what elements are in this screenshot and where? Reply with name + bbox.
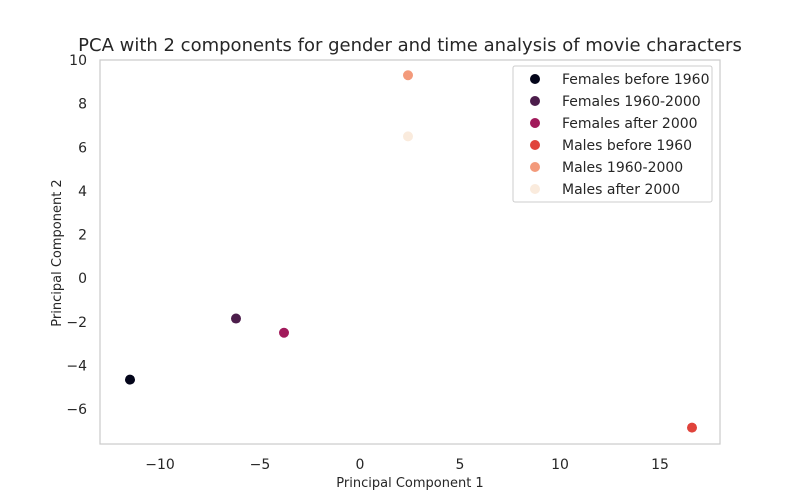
x-tick-label: 0 (356, 457, 365, 473)
data-point (403, 131, 413, 142)
legend-label: Females after 2000 (562, 116, 698, 132)
y-tick-label: −4 (66, 358, 87, 374)
data-point (687, 422, 697, 433)
chart-title: PCA with 2 components for gender and tim… (78, 35, 742, 56)
x-tick-label: −5 (250, 457, 271, 473)
y-tick-label: 8 (78, 97, 87, 113)
legend-marker (530, 74, 540, 84)
legend-box (512, 65, 713, 203)
y-tick-label: 6 (78, 140, 87, 156)
legend-marker (530, 118, 540, 128)
axis-ticks: −10 −5 0 5 10 15 −6 −4 −2 0 2 4 6 8 10 (66, 53, 669, 473)
plot-frame (99, 59, 721, 445)
y-tick-label: 4 (78, 184, 87, 200)
legend-marker (530, 96, 540, 106)
y-tick-label: −6 (66, 402, 87, 418)
data-point (125, 374, 135, 385)
x-axis-label: Principal Component 1 (336, 476, 483, 491)
data-point (403, 70, 413, 81)
legend-label: Males 1960-2000 (562, 160, 683, 176)
y-tick-label: 10 (69, 53, 87, 69)
x-tick-label: 15 (651, 457, 669, 473)
x-tick-label: −10 (145, 457, 175, 473)
y-axis-label: Principal Component 2 (50, 179, 65, 326)
y-tick-label: 0 (78, 271, 87, 287)
y-tick-label: −2 (66, 315, 87, 331)
legend-label: Females 1960-2000 (562, 94, 701, 110)
x-tick-label: 5 (456, 457, 465, 473)
legend-marker (530, 184, 540, 194)
y-tick-label: 2 (78, 228, 87, 244)
data-point (279, 327, 289, 338)
legend-label: Females before 1960 (562, 72, 710, 88)
data-points (125, 70, 697, 433)
legend: Females before 1960 Females 1960-2000 Fema… (512, 65, 713, 203)
legend-label: Males after 2000 (562, 182, 680, 198)
legend-marker (530, 162, 540, 172)
data-point (231, 313, 241, 324)
x-tick-label: 10 (551, 457, 569, 473)
legend-label: Males before 1960 (562, 138, 692, 154)
legend-marker (530, 140, 540, 150)
